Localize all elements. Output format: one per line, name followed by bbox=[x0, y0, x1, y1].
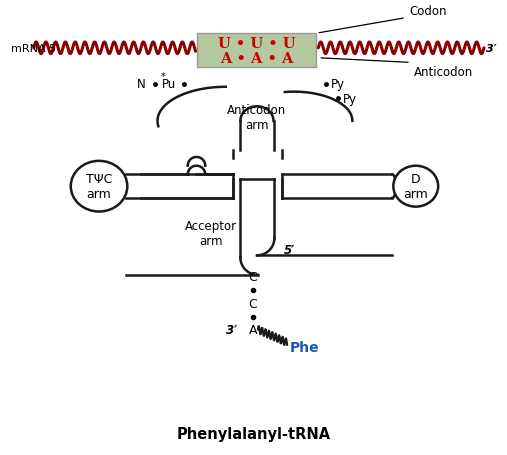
Text: A • A • A: A • A • A bbox=[220, 51, 294, 66]
Ellipse shape bbox=[71, 162, 127, 212]
Text: 3′: 3′ bbox=[486, 44, 496, 54]
Text: D
arm: D arm bbox=[404, 173, 428, 201]
Ellipse shape bbox=[393, 167, 438, 207]
Text: mRNA 5′: mRNA 5′ bbox=[11, 44, 59, 54]
Text: Acceptor
arm: Acceptor arm bbox=[185, 219, 237, 248]
Text: C: C bbox=[248, 297, 258, 310]
Text: TΨC
arm: TΨC arm bbox=[86, 173, 112, 201]
Text: *: * bbox=[161, 72, 166, 82]
Text: 3′: 3′ bbox=[226, 323, 237, 336]
Text: C: C bbox=[248, 271, 258, 283]
Text: U • U • U: U • U • U bbox=[218, 37, 296, 51]
Text: Py: Py bbox=[343, 93, 356, 106]
Text: Codon: Codon bbox=[409, 5, 447, 18]
Text: Phe: Phe bbox=[290, 340, 320, 354]
Text: Py: Py bbox=[331, 78, 345, 91]
Text: N: N bbox=[136, 78, 146, 91]
Text: Pu: Pu bbox=[162, 78, 176, 91]
Text: A: A bbox=[249, 323, 257, 336]
Text: Phenylalanyl-tRNA: Phenylalanyl-tRNA bbox=[176, 425, 331, 440]
Text: Anticodon: Anticodon bbox=[414, 66, 473, 79]
Text: Anticodon
arm: Anticodon arm bbox=[227, 104, 286, 132]
Bar bbox=[197, 34, 316, 68]
Text: 5′: 5′ bbox=[284, 243, 296, 256]
